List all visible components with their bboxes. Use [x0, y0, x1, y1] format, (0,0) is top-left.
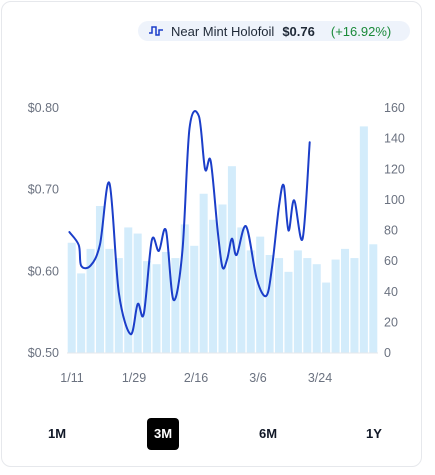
x-axis-tick-label: 1/29: [122, 371, 146, 385]
right-axis-tick-label: 40: [384, 285, 398, 299]
volume-bar: [86, 248, 95, 354]
volume-bar: [143, 261, 152, 354]
right-axis-tick-label: 140: [384, 132, 405, 146]
volume-bar: [265, 255, 274, 353]
right-axis-tick-label: 60: [384, 254, 398, 268]
left-axis-tick-label: $0.60: [28, 264, 59, 278]
volume-bar: [237, 227, 246, 353]
left-axis-tick-label: $0.50: [28, 346, 59, 360]
volume-bar: [369, 244, 378, 353]
x-axis-tick-label: 3/24: [308, 371, 332, 385]
volume-bar: [199, 193, 208, 353]
x-axis-tick-label: 3/6: [249, 371, 266, 385]
right-axis-tick-label: 0: [384, 346, 391, 360]
volume-bar: [227, 166, 236, 353]
x-axis-tick-label: 1/11: [60, 371, 83, 385]
volume-bar: [95, 206, 104, 353]
range-button-1y[interactable]: 1Y: [366, 426, 382, 441]
right-axis-tick-label: 160: [384, 101, 405, 115]
step-line-icon: [149, 26, 163, 36]
left-axis-tick-label: $0.80: [28, 101, 59, 115]
series-legend: Near Mint Holofoil $0.76 (+16.92%): [138, 21, 410, 41]
volume-bar: [284, 271, 293, 353]
volume-bar: [161, 251, 170, 353]
right-axis-tick-label: 120: [384, 162, 405, 176]
volume-bar: [133, 233, 142, 353]
volume-bar: [359, 126, 368, 354]
volume-bar: [322, 282, 331, 353]
range-button-1m[interactable]: 1M: [47, 426, 67, 441]
legend-price: $0.76: [282, 23, 315, 39]
volume-bar: [331, 259, 340, 353]
volume-bar: [152, 264, 161, 353]
volume-bar: [105, 248, 114, 354]
volume-bar: [218, 204, 227, 353]
right-axis-tick-label: 20: [384, 315, 398, 329]
time-range-selector: 1M 3M 6M 1Y: [0, 418, 423, 452]
x-axis-tick-label: 2/16: [184, 371, 208, 385]
volume-bar: [293, 250, 302, 353]
volume-bar: [190, 245, 199, 353]
volume-bar: [303, 258, 312, 353]
volume-bar: [77, 273, 86, 354]
volume-bar: [350, 258, 359, 353]
volume-bar: [124, 227, 133, 353]
legend-series-name: Near Mint Holofoil: [171, 23, 275, 39]
volume-bar: [171, 258, 180, 353]
volume-bar: [341, 248, 350, 354]
volume-bar: [312, 264, 321, 353]
right-axis-tick-label: 100: [384, 193, 405, 207]
volume-bar: [209, 219, 218, 353]
range-button-3m[interactable]: 3M: [147, 418, 179, 450]
volume-bar: [180, 224, 189, 354]
right-axis-tick-label: 80: [384, 224, 398, 238]
volume-bar: [67, 242, 76, 353]
range-button-6m[interactable]: 6M: [258, 426, 278, 441]
volume-bar: [256, 236, 265, 354]
volume-bar: [275, 258, 284, 353]
price-line: [68, 110, 311, 336]
volume-bar: [246, 250, 255, 353]
legend-change: (+16.92%): [330, 23, 392, 39]
price-volume-chart: $0.80 $0.70 $0.60 $0.50 160 140 120 100 80 60 40 20…: [28, 101, 405, 385]
volume-bar: [114, 258, 123, 353]
left-axis-tick-label: $0.70: [28, 183, 59, 197]
